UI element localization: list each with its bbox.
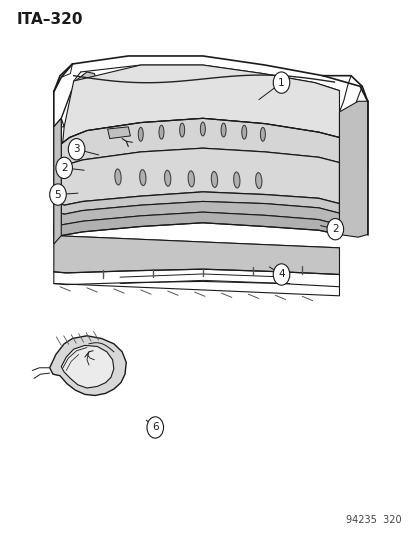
Ellipse shape	[139, 169, 146, 185]
Ellipse shape	[179, 123, 184, 137]
Polygon shape	[61, 148, 339, 205]
Polygon shape	[54, 212, 339, 236]
Text: 94235  320: 94235 320	[345, 515, 401, 525]
Ellipse shape	[200, 122, 205, 136]
Polygon shape	[54, 236, 339, 274]
Ellipse shape	[114, 169, 121, 185]
Circle shape	[56, 157, 72, 179]
Ellipse shape	[211, 172, 217, 188]
Ellipse shape	[233, 172, 240, 188]
Circle shape	[147, 417, 163, 438]
Text: ITA–320: ITA–320	[17, 12, 83, 27]
Text: 2: 2	[61, 163, 67, 173]
Polygon shape	[61, 201, 339, 225]
Polygon shape	[107, 127, 130, 139]
Ellipse shape	[188, 171, 194, 187]
Polygon shape	[61, 192, 339, 214]
Polygon shape	[50, 336, 126, 395]
Polygon shape	[61, 118, 339, 164]
Ellipse shape	[164, 170, 171, 186]
Circle shape	[68, 139, 85, 160]
Circle shape	[50, 184, 66, 205]
Ellipse shape	[255, 173, 261, 189]
Ellipse shape	[138, 127, 143, 141]
Text: 3: 3	[73, 144, 80, 154]
Ellipse shape	[221, 123, 225, 137]
Text: 2: 2	[331, 224, 338, 234]
Text: 6: 6	[152, 423, 158, 432]
Polygon shape	[54, 118, 61, 244]
Text: 1: 1	[278, 78, 284, 87]
Ellipse shape	[159, 125, 164, 139]
Ellipse shape	[241, 125, 246, 139]
Circle shape	[273, 72, 289, 93]
Ellipse shape	[260, 127, 265, 141]
Polygon shape	[71, 72, 97, 97]
Polygon shape	[61, 65, 339, 157]
Circle shape	[273, 264, 289, 285]
Polygon shape	[339, 101, 367, 237]
Text: 4: 4	[278, 270, 284, 279]
Text: 5: 5	[55, 190, 61, 199]
Polygon shape	[61, 345, 114, 388]
Circle shape	[326, 219, 343, 240]
